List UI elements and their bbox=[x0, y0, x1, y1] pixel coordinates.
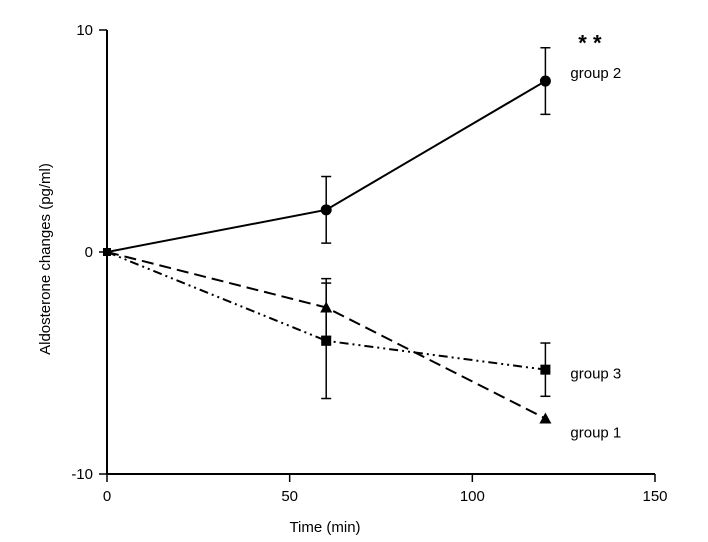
series-label: group 1 bbox=[570, 425, 621, 442]
series-group-1 bbox=[106, 251, 552, 424]
series-layer bbox=[103, 47, 552, 424]
labels-layer: group 2 group 3 group 1 * * bbox=[570, 30, 621, 441]
series-label: group 3 bbox=[570, 366, 621, 383]
x-tick-label: 150 bbox=[642, 488, 667, 505]
significance-annotation: * * bbox=[578, 30, 602, 55]
y-tick-label: 0 bbox=[85, 244, 93, 261]
data-point-square bbox=[321, 335, 332, 346]
x-tick-label: 100 bbox=[460, 488, 485, 505]
y-axis-title: Aldosterone changes (pg/ml) bbox=[37, 163, 54, 355]
origin-point bbox=[103, 248, 111, 256]
y-tick-label: -10 bbox=[71, 466, 93, 483]
series-label: group 2 bbox=[570, 65, 621, 82]
axes: 0 50 100 150 -10 0 10 bbox=[71, 22, 667, 505]
data-point-triangle bbox=[539, 412, 552, 424]
x-axis-title: Time (min) bbox=[289, 519, 360, 536]
data-point-triangle bbox=[320, 301, 333, 313]
data-point-square bbox=[540, 364, 551, 375]
series-group-3 bbox=[106, 251, 551, 400]
data-point-circle bbox=[320, 204, 332, 216]
data-point-circle bbox=[539, 75, 551, 87]
x-tick-label: 50 bbox=[281, 488, 298, 505]
series-group-2 bbox=[106, 47, 551, 253]
y-tick-label: 10 bbox=[76, 22, 93, 39]
x-tick-label: 0 bbox=[103, 488, 111, 505]
series-line bbox=[106, 251, 546, 371]
